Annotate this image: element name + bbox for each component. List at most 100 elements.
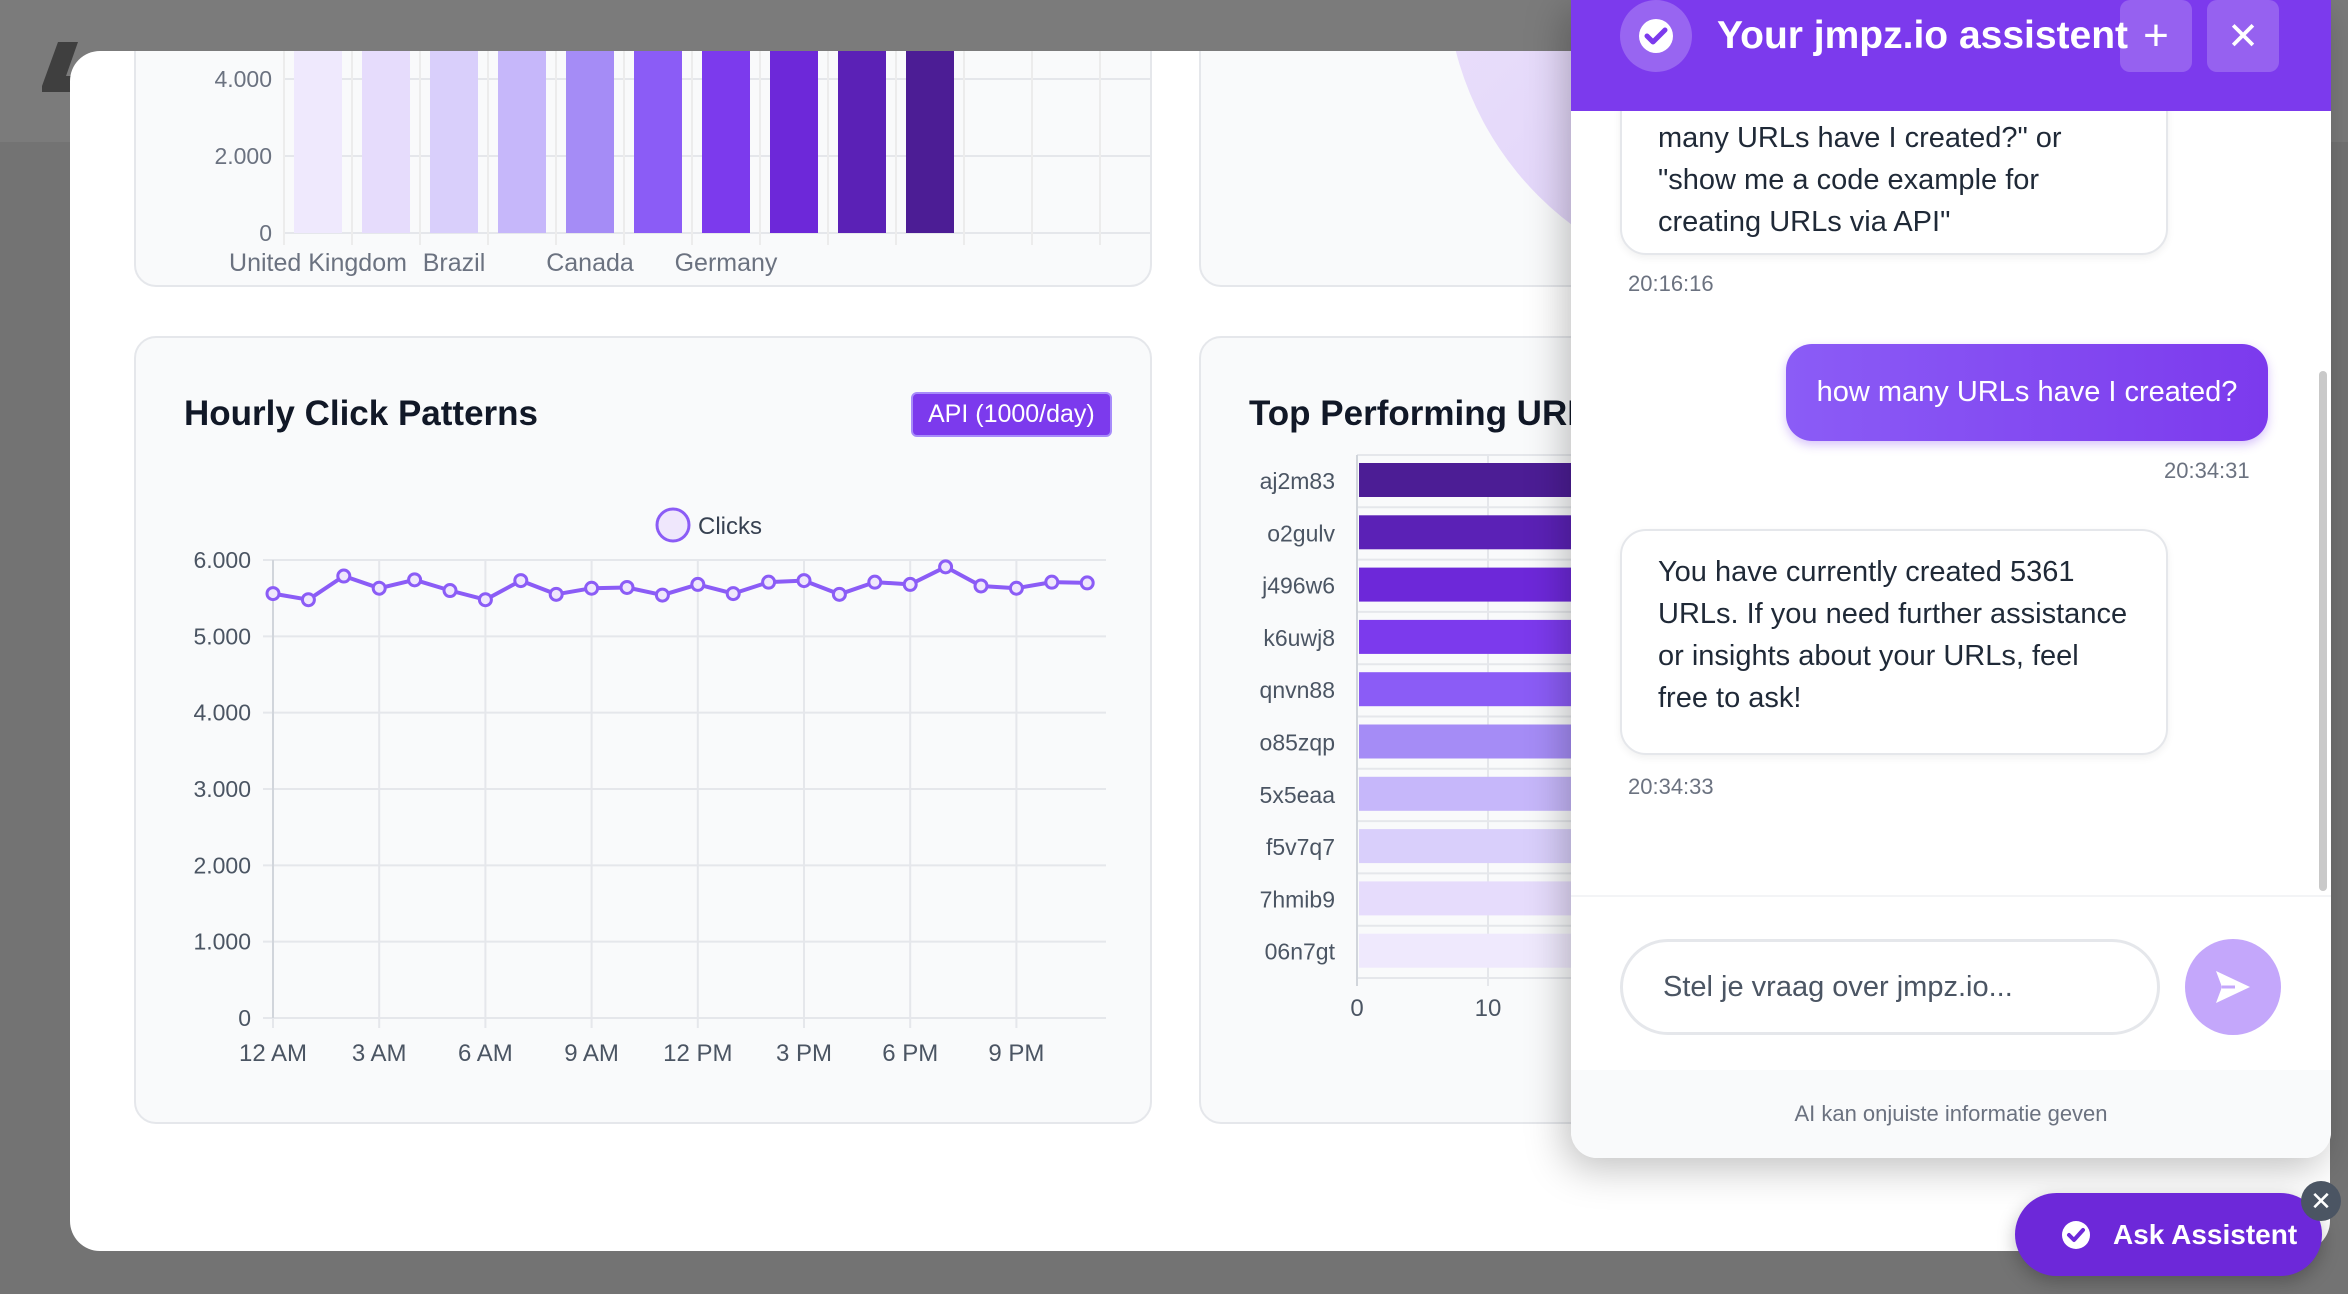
data-point xyxy=(1044,574,1060,590)
assistant-header: Your jmpz.io assistent + ✕ xyxy=(1571,0,2331,111)
chat-input-area xyxy=(1571,895,2331,1070)
countries-bar-chart: 0 2.000 4.000 United Kingdom Brazil Canada Ger… xyxy=(214,51,1150,277)
country-bar xyxy=(430,51,478,234)
hourly-line-chart: 0 1.000 2.000 3.000 4.000 5.000 6.000 12 AM 3 AM… xyxy=(193,507,1106,1067)
x-tick-label: 3 PM xyxy=(776,1040,832,1067)
data-point xyxy=(442,583,458,599)
ask-assistant-button[interactable]: Ask Assistent xyxy=(2015,1193,2322,1276)
data-point xyxy=(654,587,670,603)
data-point xyxy=(1079,575,1095,591)
message-line: You have currently created 5361 xyxy=(1658,556,2075,588)
x-tick-label: Canada xyxy=(546,249,634,277)
x-tick-label: 0 xyxy=(1350,995,1363,1022)
message-timestamp: 20:34:31 xyxy=(2164,458,2250,483)
dismiss-ask-button[interactable]: ✕ xyxy=(2301,1181,2341,1221)
data-point xyxy=(619,579,635,595)
message-timestamp: 20:16:16 xyxy=(1628,271,1714,296)
card-title: Top Performing URLs xyxy=(1249,394,1609,433)
message-line: "show me a code example for xyxy=(1658,164,2040,196)
message-line: free to ask! xyxy=(1658,682,1802,714)
message-timestamp: 20:34:33 xyxy=(1628,774,1714,799)
x-tick-label: 9 PM xyxy=(988,1040,1044,1067)
y-tick-label: aj2m83 xyxy=(1260,468,1335,494)
y-tick-label: j496w6 xyxy=(1261,573,1335,599)
legend-label: Clicks xyxy=(698,513,762,540)
country-bar xyxy=(838,51,886,234)
y-tick-label: f5v7q7 xyxy=(1266,834,1335,860)
data-point xyxy=(761,574,777,590)
api-badge[interactable]: API (1000/day) xyxy=(911,392,1112,437)
y-tick-label: 06n7gt xyxy=(1265,939,1336,965)
data-point xyxy=(407,572,423,588)
data-point xyxy=(548,586,564,602)
y-tick-label: 3.000 xyxy=(193,776,251,802)
chat-scrollbar[interactable] xyxy=(2319,371,2327,891)
y-tick-label: 4.000 xyxy=(214,66,272,92)
data-point xyxy=(796,573,812,589)
data-point xyxy=(690,576,706,592)
data-point xyxy=(973,578,989,594)
close-icon: ✕ xyxy=(2310,1185,2332,1216)
data-point xyxy=(513,573,529,589)
y-tick-label: 0 xyxy=(238,1005,251,1031)
y-tick-label: o2gulv xyxy=(1267,520,1335,546)
x-tick-label: 10 xyxy=(1475,995,1502,1022)
bot-message: You have currently created 5361 URLs. If… xyxy=(1620,529,2168,755)
user-message: how many URLs have I created? xyxy=(1786,344,2268,441)
data-point xyxy=(584,580,600,596)
x-tick-label: United Kingdom xyxy=(229,249,407,277)
check-circle-icon xyxy=(2062,1220,2090,1249)
bot-message: many URLs have I created?" or "show me a… xyxy=(1620,111,2168,255)
legend-marker xyxy=(655,507,691,543)
country-bar xyxy=(634,51,682,234)
send-button[interactable] xyxy=(2185,939,2281,1035)
data-point xyxy=(867,574,883,590)
chat-messages: many URLs have I created?" or "show me a… xyxy=(1571,111,2331,895)
data-point xyxy=(1008,580,1024,596)
data-point xyxy=(265,586,281,602)
x-tick-label: 12 AM xyxy=(239,1040,307,1067)
data-point xyxy=(336,568,352,584)
close-icon: ✕ xyxy=(2227,15,2259,58)
data-point xyxy=(938,559,954,575)
message-line: creating URLs via API" xyxy=(1658,206,1951,238)
y-tick-label: 2.000 xyxy=(214,143,272,169)
y-tick-label: 1.000 xyxy=(193,929,251,955)
y-tick-label: 4.000 xyxy=(193,700,251,726)
data-point xyxy=(371,580,387,596)
card-title: Hourly Click Patterns xyxy=(184,394,538,433)
y-tick-label: o85zqp xyxy=(1260,730,1335,756)
country-bar xyxy=(362,51,410,234)
assistant-panel: Your jmpz.io assistent + ✕ many URLs hav… xyxy=(1571,0,2331,1158)
y-tick-label: 6.000 xyxy=(193,547,251,573)
message-line: or insights about your URLs, feel xyxy=(1658,640,2079,672)
plus-icon: + xyxy=(2143,11,2169,60)
x-tick-label: Brazil xyxy=(423,249,486,277)
y-tick-label: qnvn88 xyxy=(1260,677,1335,703)
country-bar xyxy=(702,51,750,234)
x-tick-label: 12 PM xyxy=(663,1040,732,1067)
x-tick-label: 6 AM xyxy=(458,1040,513,1067)
y-tick-label: 7hmib9 xyxy=(1260,886,1335,912)
clicks-line xyxy=(272,564,1088,602)
new-chat-button[interactable]: + xyxy=(2120,0,2192,72)
data-point xyxy=(725,586,741,602)
check-circle-icon xyxy=(1620,0,1692,72)
country-bar xyxy=(906,51,954,234)
close-assistant-button[interactable]: ✕ xyxy=(2207,0,2279,72)
y-tick-label: 5.000 xyxy=(193,623,251,649)
send-icon xyxy=(2216,971,2250,1003)
data-point xyxy=(300,592,316,608)
y-tick-label: 2.000 xyxy=(193,852,251,878)
assistant-title: Your jmpz.io assistent xyxy=(1717,14,2129,57)
data-point xyxy=(477,592,493,608)
disclaimer: AI kan onjuiste informatie geven xyxy=(1571,1070,2331,1158)
chat-input[interactable] xyxy=(1620,939,2160,1035)
hourly-click-card: Hourly Click Patterns API (1000/day) 0 1.… xyxy=(134,336,1152,1124)
x-tick-label: 9 AM xyxy=(564,1040,619,1067)
data-point xyxy=(831,586,847,602)
x-tick-label: 3 AM xyxy=(352,1040,407,1067)
x-tick-label: 6 PM xyxy=(882,1040,938,1067)
y-tick-label: k6uwj8 xyxy=(1263,625,1335,651)
message-line: URLs. If you need further assistance xyxy=(1658,598,2128,630)
